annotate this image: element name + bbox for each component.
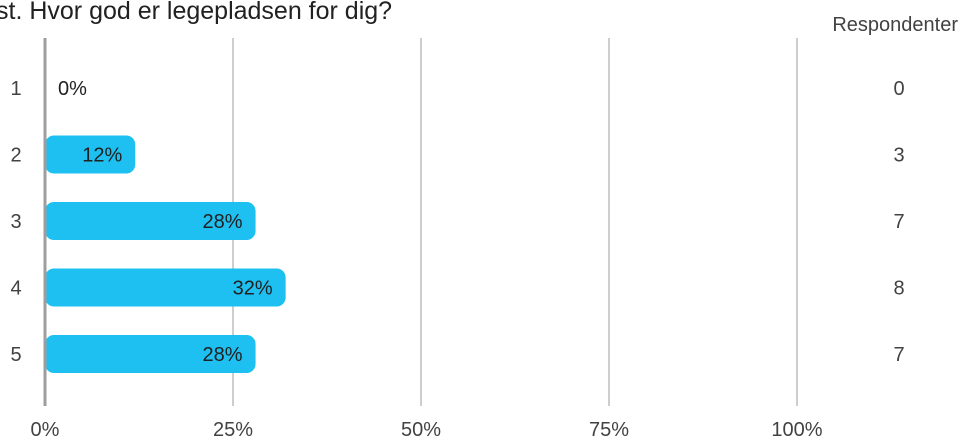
x-tick-label: 0% xyxy=(31,419,60,438)
respondent-count: 3 xyxy=(893,145,904,167)
data-label: 0% xyxy=(58,78,87,100)
x-tick-label: 75% xyxy=(589,419,629,438)
respondent-count: 7 xyxy=(893,344,904,366)
bars xyxy=(45,135,286,373)
category-label: 3 xyxy=(10,211,21,233)
bar-2 xyxy=(45,135,136,174)
gridlines xyxy=(232,38,798,406)
chart-title: st. Hvor god er legepladsen for dig? xyxy=(0,0,392,25)
category-label: 2 xyxy=(10,145,21,167)
data-label: 28% xyxy=(203,344,243,366)
respondent-count: 0 xyxy=(893,78,904,100)
bar-3 xyxy=(45,202,256,240)
data-label: 28% xyxy=(203,211,243,233)
category-label: 5 xyxy=(10,344,21,366)
category-label: 1 xyxy=(10,78,21,100)
respondent-count: 8 xyxy=(893,278,904,300)
x-tick-label: 100% xyxy=(771,419,822,438)
x-tick-label: 50% xyxy=(401,419,441,438)
x-tick-label: 25% xyxy=(213,419,253,438)
respondent-count: 7 xyxy=(893,211,904,233)
category-label: 4 xyxy=(10,278,21,300)
labels: 0% 25% 50% 75% 100% 1 0% 0 2 12% 3 3 28% 7 4 32% 8 5 28% 7 xyxy=(10,38,905,438)
data-label: 32% xyxy=(233,278,273,300)
bar-4 xyxy=(45,268,286,307)
bar-5 xyxy=(45,335,256,373)
respondents-header: Respondenter xyxy=(832,14,958,36)
data-label: 12% xyxy=(82,145,122,167)
